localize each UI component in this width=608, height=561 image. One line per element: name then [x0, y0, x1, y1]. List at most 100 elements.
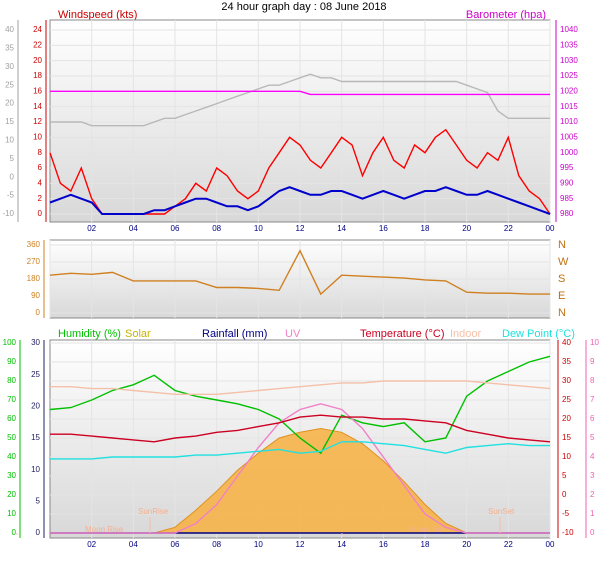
tick-label: 1005: [560, 132, 578, 141]
x-tick-label: 18: [421, 224, 430, 233]
tick-label: 2: [38, 194, 43, 203]
tick-label: 1035: [560, 40, 578, 49]
line: [49, 186, 551, 215]
tick-label: 995: [560, 163, 574, 172]
x-tick-label: 16: [379, 224, 388, 233]
annotation: SunSet: [488, 507, 515, 516]
tick-label: 3: [590, 471, 595, 480]
legend-label: Indoor: [450, 328, 482, 340]
tick-label: 0: [562, 490, 567, 499]
x-tick-label: 20: [462, 540, 471, 549]
tick-label: 180: [27, 274, 41, 283]
tick-label: 0: [36, 528, 41, 537]
tick-label: 20: [33, 56, 42, 65]
tick-label: 100: [3, 338, 17, 347]
x-tick-label: 08: [212, 540, 221, 549]
legend-label: Solar: [125, 328, 151, 340]
tick-label: -10: [2, 209, 14, 218]
x-tick-label: 08: [212, 224, 221, 233]
tick-label: 70: [7, 395, 16, 404]
tick-label: 20: [5, 99, 14, 108]
legend-label: Dew Point (°C): [502, 328, 575, 340]
compass-label: N: [558, 239, 566, 251]
tick-label: 5: [562, 471, 567, 480]
annotation: Moon Set: [410, 525, 445, 534]
tick-label: 30: [5, 62, 14, 71]
x-tick-label: 12: [296, 224, 305, 233]
tick-label: 10: [562, 452, 571, 461]
tick-label: -10: [562, 528, 574, 537]
tick-label: 16: [33, 86, 42, 95]
tick-label: 0: [36, 308, 41, 317]
tick-label: 4: [38, 178, 43, 187]
compass-label: E: [558, 290, 565, 302]
tick-label: 25: [31, 370, 40, 379]
x-tick-label: 04: [129, 540, 138, 549]
tick-label: 5: [590, 433, 595, 442]
tick-label: 10: [7, 509, 16, 518]
tick-label: 6: [38, 163, 43, 172]
line: [50, 414, 551, 443]
x-tick-label: 20: [462, 224, 471, 233]
tick-label: 15: [31, 433, 40, 442]
tick-label: 980: [560, 209, 574, 218]
tick-label: 22: [33, 40, 42, 49]
line: [50, 73, 550, 127]
line: [50, 403, 550, 534]
tick-label: 25: [562, 395, 571, 404]
tick-label: 0: [12, 528, 17, 537]
tick-label: 40: [5, 25, 14, 34]
tick-label: 6: [590, 414, 595, 423]
tick-label: 1010: [560, 117, 578, 126]
tick-label: 2: [590, 490, 595, 499]
tick-label: 10: [33, 132, 42, 141]
tick-label: 1: [590, 509, 595, 518]
tick-label: 35: [5, 44, 14, 53]
line: [49, 355, 551, 455]
tick-label: 80: [7, 376, 16, 385]
tick-label: 270: [27, 257, 41, 266]
tick-label: 1015: [560, 102, 578, 111]
tick-label: 40: [7, 452, 16, 461]
tick-label: 24: [33, 25, 42, 34]
tick-label: 5: [10, 154, 15, 163]
line: [50, 441, 550, 460]
chart-title: 24 hour graph day : 08 June 2018: [221, 1, 386, 13]
tick-label: 7: [590, 395, 595, 404]
tick-label: 1020: [560, 86, 578, 95]
tick-label: 25: [5, 80, 14, 89]
annotation: SunRise: [138, 507, 169, 516]
tick-label: 30: [31, 338, 40, 347]
x-tick-label: 22: [504, 540, 513, 549]
tick-label: 60: [7, 414, 16, 423]
tick-label: 0: [590, 528, 595, 537]
tick-label: 1030: [560, 56, 578, 65]
tick-label: 12: [33, 117, 42, 126]
compass-label: N: [558, 307, 566, 319]
tick-label: 30: [7, 471, 16, 480]
x-tick-label: 04: [129, 224, 138, 233]
tick-label: 90: [31, 291, 40, 300]
legend-label: Humidity (%): [58, 328, 121, 340]
x-tick-label: 10: [254, 540, 263, 549]
x-tick-label: 14: [337, 224, 346, 233]
tick-label: 5: [36, 496, 41, 505]
tick-label: 8: [590, 376, 595, 385]
compass-label: S: [558, 273, 565, 285]
x-tick-label: 00: [546, 540, 555, 549]
tick-label: 18: [33, 71, 42, 80]
tick-label: 1040: [560, 25, 578, 34]
x-tick-label: 10: [254, 224, 263, 233]
x-tick-label: 06: [171, 224, 180, 233]
x-tick-label: 02: [87, 540, 96, 549]
tick-label: 360: [27, 240, 41, 249]
x-tick-label: 22: [504, 224, 513, 233]
tick-label: 30: [562, 376, 571, 385]
tick-label: 40: [562, 338, 571, 347]
tick-label: 4: [590, 452, 595, 461]
tick-label: 35: [562, 357, 571, 366]
tick-label: 9: [590, 357, 595, 366]
x-tick-label: 00: [546, 224, 555, 233]
x-tick-label: 06: [171, 540, 180, 549]
